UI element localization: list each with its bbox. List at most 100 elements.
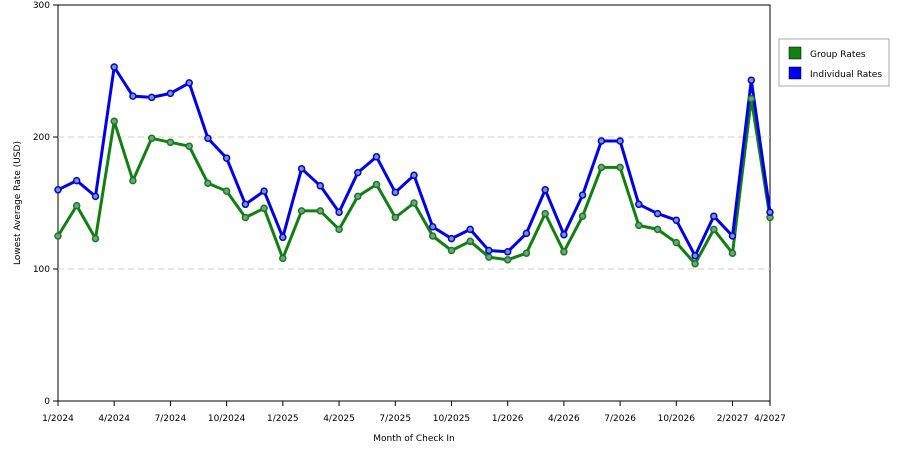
point-group-rates-6 <box>166 138 175 147</box>
point-individual-rates-24 <box>503 248 512 256</box>
x-tick-label-1/2025: 1/2025 <box>267 414 299 424</box>
point-group-rates-23 <box>485 253 493 261</box>
series-layer <box>54 63 774 268</box>
point-individual-rates-27 <box>560 230 568 239</box>
point-individual-rates-23 <box>485 246 493 255</box>
point-individual-rates-25 <box>522 229 531 238</box>
point-individual-rates-31 <box>635 200 643 209</box>
point-group-rates-8 <box>204 179 212 187</box>
point-individual-rates-3 <box>110 63 118 71</box>
point-individual-rates-34 <box>691 252 699 260</box>
point-group-rates-20 <box>428 232 437 240</box>
point-individual-rates-8 <box>204 134 212 143</box>
x-tick-label-7/2024: 7/2024 <box>155 414 187 424</box>
point-group-rates-24 <box>503 256 512 264</box>
point-individual-rates-2 <box>91 192 100 201</box>
legend-swatch-group-rates <box>788 46 802 60</box>
point-group-rates-18 <box>391 213 400 222</box>
point-individual-rates-35 <box>710 212 718 220</box>
point-individual-rates-32 <box>653 209 662 218</box>
point-group-rates-29 <box>597 163 606 172</box>
point-individual-rates-16 <box>354 168 362 177</box>
point-group-rates-33 <box>672 238 681 247</box>
y-tick-label-300: 300 <box>33 1 50 11</box>
point-group-rates-26 <box>541 209 549 218</box>
x-tick-label-10/2024: 10/2024 <box>208 414 246 424</box>
point-group-rates-35 <box>710 225 718 234</box>
x-tick-label-4/2027: 4/2027 <box>754 414 786 424</box>
point-individual-rates-22 <box>466 225 474 234</box>
y-tick-label-0: 0 <box>44 397 50 407</box>
point-group-rates-28 <box>578 212 587 220</box>
point-individual-rates-14 <box>316 182 325 190</box>
point-individual-rates-36 <box>728 232 737 240</box>
point-group-rates-32 <box>653 225 662 234</box>
point-individual-rates-18 <box>391 188 400 197</box>
point-group-rates-5 <box>147 134 156 143</box>
point-group-rates-30 <box>616 163 624 172</box>
y-axis: 0 100 200 300 <box>33 1 58 407</box>
legend-swatch-individual-rates <box>788 66 802 80</box>
point-group-rates-17 <box>372 180 381 189</box>
x-tick-label-2/2027: 2/2027 <box>717 414 749 424</box>
point-individual-rates-30 <box>616 137 624 145</box>
point-group-rates-13 <box>297 207 306 215</box>
point-group-rates-31 <box>635 221 643 230</box>
point-group-rates-21 <box>447 246 456 255</box>
x-tick-label-7/2025: 7/2025 <box>379 414 411 424</box>
point-group-rates-27 <box>560 248 568 256</box>
point-individual-rates-37 <box>747 76 756 84</box>
point-group-rates-19 <box>410 199 418 207</box>
point-group-rates-9 <box>222 187 231 195</box>
point-group-rates-16 <box>354 192 362 201</box>
point-individual-rates-29 <box>597 137 606 145</box>
point-group-rates-25 <box>522 249 531 257</box>
point-group-rates-7 <box>185 142 193 150</box>
point-individual-rates-20 <box>428 223 437 231</box>
point-individual-rates-1 <box>72 176 81 185</box>
point-group-rates-4 <box>129 176 137 185</box>
point-individual-rates-6 <box>166 89 175 98</box>
legend-label-group-rates: Group Rates <box>810 50 866 60</box>
point-individual-rates-38 <box>766 208 774 216</box>
legend-label-individual-rates: Individual Rates <box>810 70 882 80</box>
point-individual-rates-19 <box>410 171 418 180</box>
point-group-rates-37 <box>747 94 756 103</box>
point-group-rates-14 <box>316 207 325 215</box>
x-tick-label-7/2026: 7/2026 <box>604 414 636 424</box>
point-individual-rates-21 <box>447 234 456 243</box>
point-group-rates-34 <box>691 259 699 268</box>
point-individual-rates-28 <box>578 191 587 199</box>
point-group-rates-15 <box>335 225 343 234</box>
x-tick-label-4/2026: 4/2026 <box>548 414 580 424</box>
x-tick-label-10/2026: 10/2026 <box>658 414 696 424</box>
y-axis-title: Lowest Average Rate (USD) <box>13 141 23 265</box>
point-individual-rates-10 <box>241 200 250 209</box>
point-individual-rates-26 <box>541 186 549 194</box>
point-group-rates-36 <box>728 249 737 257</box>
x-tick-label-1/2026: 1/2026 <box>492 414 524 424</box>
point-individual-rates-11 <box>260 187 268 195</box>
point-group-rates-0 <box>54 232 62 240</box>
point-group-rates-2 <box>91 234 100 243</box>
x-axis: 1/2024 4/2024 7/2024 10/2024 1/2025 4/2025 7/2… <box>42 401 786 424</box>
point-individual-rates-17 <box>372 153 381 161</box>
x-tick-label-10/2025: 10/2025 <box>433 414 470 424</box>
x-axis-title: Month of Check In <box>373 434 455 444</box>
legend: Group Rates Individual Rates <box>778 38 890 87</box>
point-individual-rates-4 <box>129 92 137 100</box>
point-individual-rates-9 <box>222 154 231 162</box>
point-individual-rates-33 <box>672 216 681 224</box>
x-tick-label-4/2024: 4/2024 <box>98 414 130 424</box>
x-tick-label-4/2025: 4/2025 <box>323 414 355 424</box>
point-group-rates-22 <box>466 237 474 246</box>
point-group-rates-10 <box>241 213 250 222</box>
point-individual-rates-5 <box>147 93 156 102</box>
point-group-rates-11 <box>260 204 268 213</box>
gridlines <box>58 136 770 270</box>
point-group-rates-12 <box>279 254 287 263</box>
point-individual-rates-7 <box>185 79 193 87</box>
point-individual-rates-12 <box>279 233 287 242</box>
point-group-rates-3 <box>110 117 118 125</box>
